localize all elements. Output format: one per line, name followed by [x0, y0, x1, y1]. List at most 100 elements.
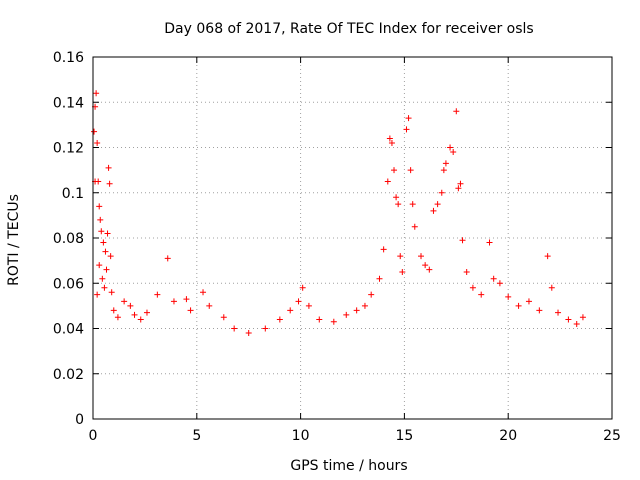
data-point: [94, 291, 101, 298]
y-tick-label: 0.14: [53, 95, 84, 111]
data-point: [143, 309, 150, 316]
y-tick-label: 0.08: [53, 231, 84, 247]
chart-title: Day 068 of 2017, Rate Of TEC Index for r…: [164, 21, 533, 37]
data-point: [455, 185, 462, 192]
x-axis-title: GPS time / hours: [290, 458, 407, 474]
data-point: [486, 239, 493, 246]
data-point: [106, 180, 113, 187]
x-tick-label: 10: [292, 428, 310, 444]
data-point: [442, 160, 449, 167]
data-point: [391, 167, 398, 174]
data-point: [299, 284, 306, 291]
data-point: [376, 275, 383, 282]
data-point: [469, 284, 476, 291]
y-tick-label: 0.02: [53, 367, 84, 383]
data-point: [353, 307, 360, 314]
x-axis-tick-labels: 0 5 10 15 20 25: [89, 428, 621, 444]
data-point: [450, 149, 457, 156]
data-point: [405, 115, 412, 122]
axis-ticks: [92, 56, 613, 420]
grid-layer: [93, 57, 612, 419]
data-point: [93, 90, 100, 97]
data-point: [200, 289, 207, 296]
data-point: [102, 248, 109, 255]
data-point: [478, 291, 485, 298]
data-point: [434, 201, 441, 208]
plot-frame: [92, 56, 613, 420]
data-point: [430, 207, 437, 214]
y-tick-label: 0.16: [53, 50, 84, 66]
data-point: [187, 307, 194, 314]
data-point: [110, 307, 117, 314]
data-point: [114, 314, 121, 321]
data-point: [100, 239, 107, 246]
data-point: [287, 307, 294, 314]
data-point: [393, 194, 400, 201]
data-point: [262, 325, 269, 332]
data-point: [399, 268, 406, 275]
data-point: [496, 280, 503, 287]
data-point: [407, 167, 414, 174]
y-axis-tick-labels: 0 0.02 0.04 0.06 0.08 0.1 0.12 0.14 0.16: [53, 50, 84, 428]
data-point: [422, 262, 429, 269]
data-point: [525, 298, 532, 305]
x-tick-label: 0: [89, 428, 98, 444]
data-point: [459, 237, 466, 244]
data-point: [555, 309, 562, 316]
data-point: [245, 330, 252, 337]
data-point: [548, 284, 555, 291]
data-point: [127, 302, 134, 309]
data-point: [579, 314, 586, 321]
data-point: [380, 246, 387, 253]
y-tick-label: 0.06: [53, 276, 84, 292]
data-point: [220, 314, 227, 321]
y-tick-label: 0.04: [53, 322, 84, 338]
data-point: [544, 253, 551, 260]
data-point: [536, 307, 543, 314]
data-point: [107, 253, 114, 260]
data-points: [91, 90, 586, 337]
data-point: [231, 325, 238, 332]
data-point: [98, 228, 105, 235]
data-point: [121, 298, 128, 305]
data-point: [368, 291, 375, 298]
data-point: [154, 291, 161, 298]
data-point: [463, 268, 470, 275]
data-point: [386, 135, 393, 142]
data-point: [305, 302, 312, 309]
data-point: [490, 275, 497, 282]
data-point: [573, 320, 580, 327]
data-point: [164, 255, 171, 262]
y-tick-label: 0.12: [53, 141, 84, 157]
data-point: [91, 128, 98, 135]
data-point: [411, 223, 418, 230]
data-point: [105, 164, 112, 171]
data-point: [96, 203, 103, 210]
data-point: [94, 139, 101, 146]
data-point: [95, 178, 102, 185]
data-point: [137, 316, 144, 323]
data-point: [361, 302, 368, 309]
data-point: [409, 201, 416, 208]
data-point: [395, 201, 402, 208]
data-point: [440, 167, 447, 174]
data-point: [343, 311, 350, 318]
data-point: [96, 262, 103, 269]
data-point: [183, 296, 190, 303]
data-point: [438, 189, 445, 196]
data-point: [170, 298, 177, 305]
data-point: [276, 316, 283, 323]
data-point: [505, 293, 512, 300]
data-point: [104, 230, 111, 237]
y-tick-label: 0.1: [62, 186, 84, 202]
data-point: [316, 316, 323, 323]
x-tick-label: 15: [395, 428, 413, 444]
data-point: [565, 316, 572, 323]
data-point: [206, 302, 213, 309]
data-point: [515, 302, 522, 309]
x-tick-label: 20: [499, 428, 517, 444]
data-point: [101, 284, 108, 291]
data-point: [131, 311, 138, 318]
data-point: [453, 108, 460, 115]
